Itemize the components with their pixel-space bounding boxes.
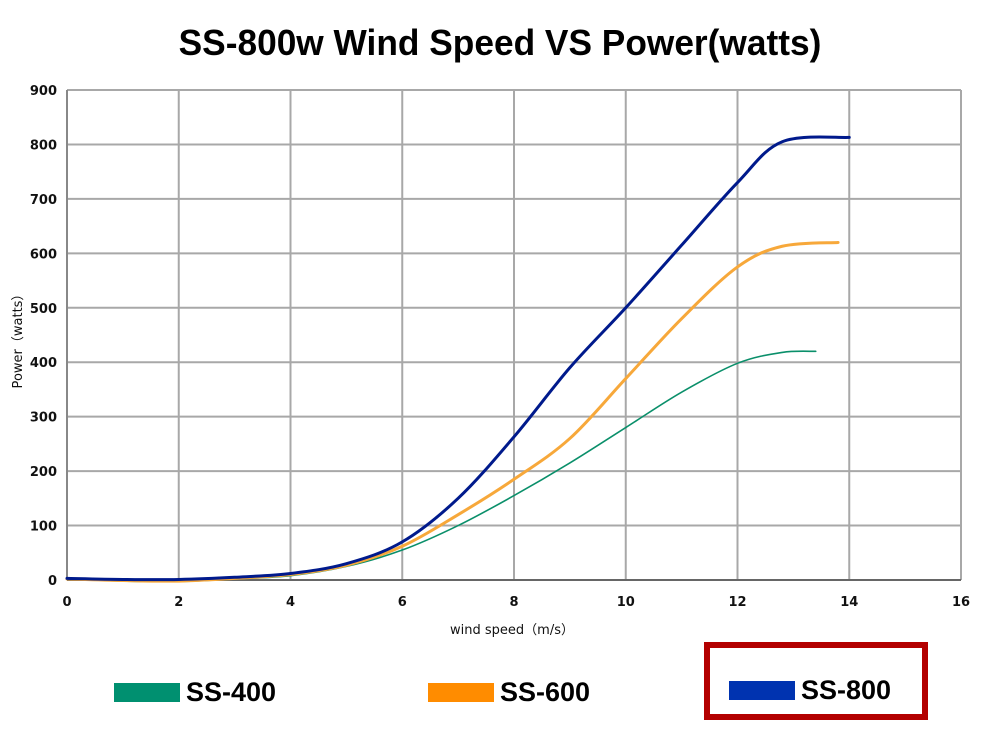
legend-swatch-ss-800 xyxy=(729,680,795,700)
y-tick-label: 100 xyxy=(30,520,57,535)
x-tick-label: 6 xyxy=(398,595,407,610)
y-tick-label: 400 xyxy=(30,356,57,371)
x-tick-label: 2 xyxy=(174,595,183,610)
legend-item-ss-800: SS-800 xyxy=(729,670,891,710)
y-tick-label: 700 xyxy=(30,193,57,208)
legend-item-ss-400: SS-400 xyxy=(114,672,276,712)
y-axis-label: Power（watts） xyxy=(11,288,26,389)
x-tick-label: 14 xyxy=(840,595,858,610)
legend-item-ss-600: SS-600 xyxy=(428,672,590,712)
grid xyxy=(66,89,962,581)
y-tick-label: 900 xyxy=(30,84,57,99)
legend-swatch-ss-600 xyxy=(428,682,494,702)
legend-label: SS-400 xyxy=(186,676,277,707)
y-tick-label: 800 xyxy=(30,138,57,153)
series-line-ss-600 xyxy=(65,240,840,583)
legend-label: SS-800 xyxy=(801,674,892,705)
y-tick-label: 200 xyxy=(30,465,57,480)
legend-highlight-box xyxy=(704,642,928,720)
y-tick-label: 0 xyxy=(48,574,57,589)
y-tick-label: 600 xyxy=(30,247,57,262)
legend-swatch-ss-400 xyxy=(114,682,180,702)
series-group xyxy=(65,135,851,583)
x-tick-label: 10 xyxy=(617,595,635,610)
y-tick-label: 500 xyxy=(30,302,57,317)
x-tick-label: 0 xyxy=(62,595,71,610)
y-tick-label: 300 xyxy=(30,411,57,426)
series-line-ss-800 xyxy=(65,135,851,582)
chart-title: SS-800w Wind Speed VS Power(watts) xyxy=(178,22,822,63)
x-tick-label: 4 xyxy=(286,595,295,610)
x-tick-label: 8 xyxy=(509,595,518,610)
legend-label: SS-600 xyxy=(500,676,591,707)
x-tick-label: 12 xyxy=(728,595,746,610)
x-tick-label: 16 xyxy=(952,595,970,610)
y-axis-ticks: 0 100 200 300 400 500 600 700 800 900 xyxy=(30,84,57,589)
x-axis-label: wind speed（m/s） xyxy=(450,623,574,638)
x-axis-ticks: 0 2 4 6 8 10 12 14 16 xyxy=(62,595,970,610)
